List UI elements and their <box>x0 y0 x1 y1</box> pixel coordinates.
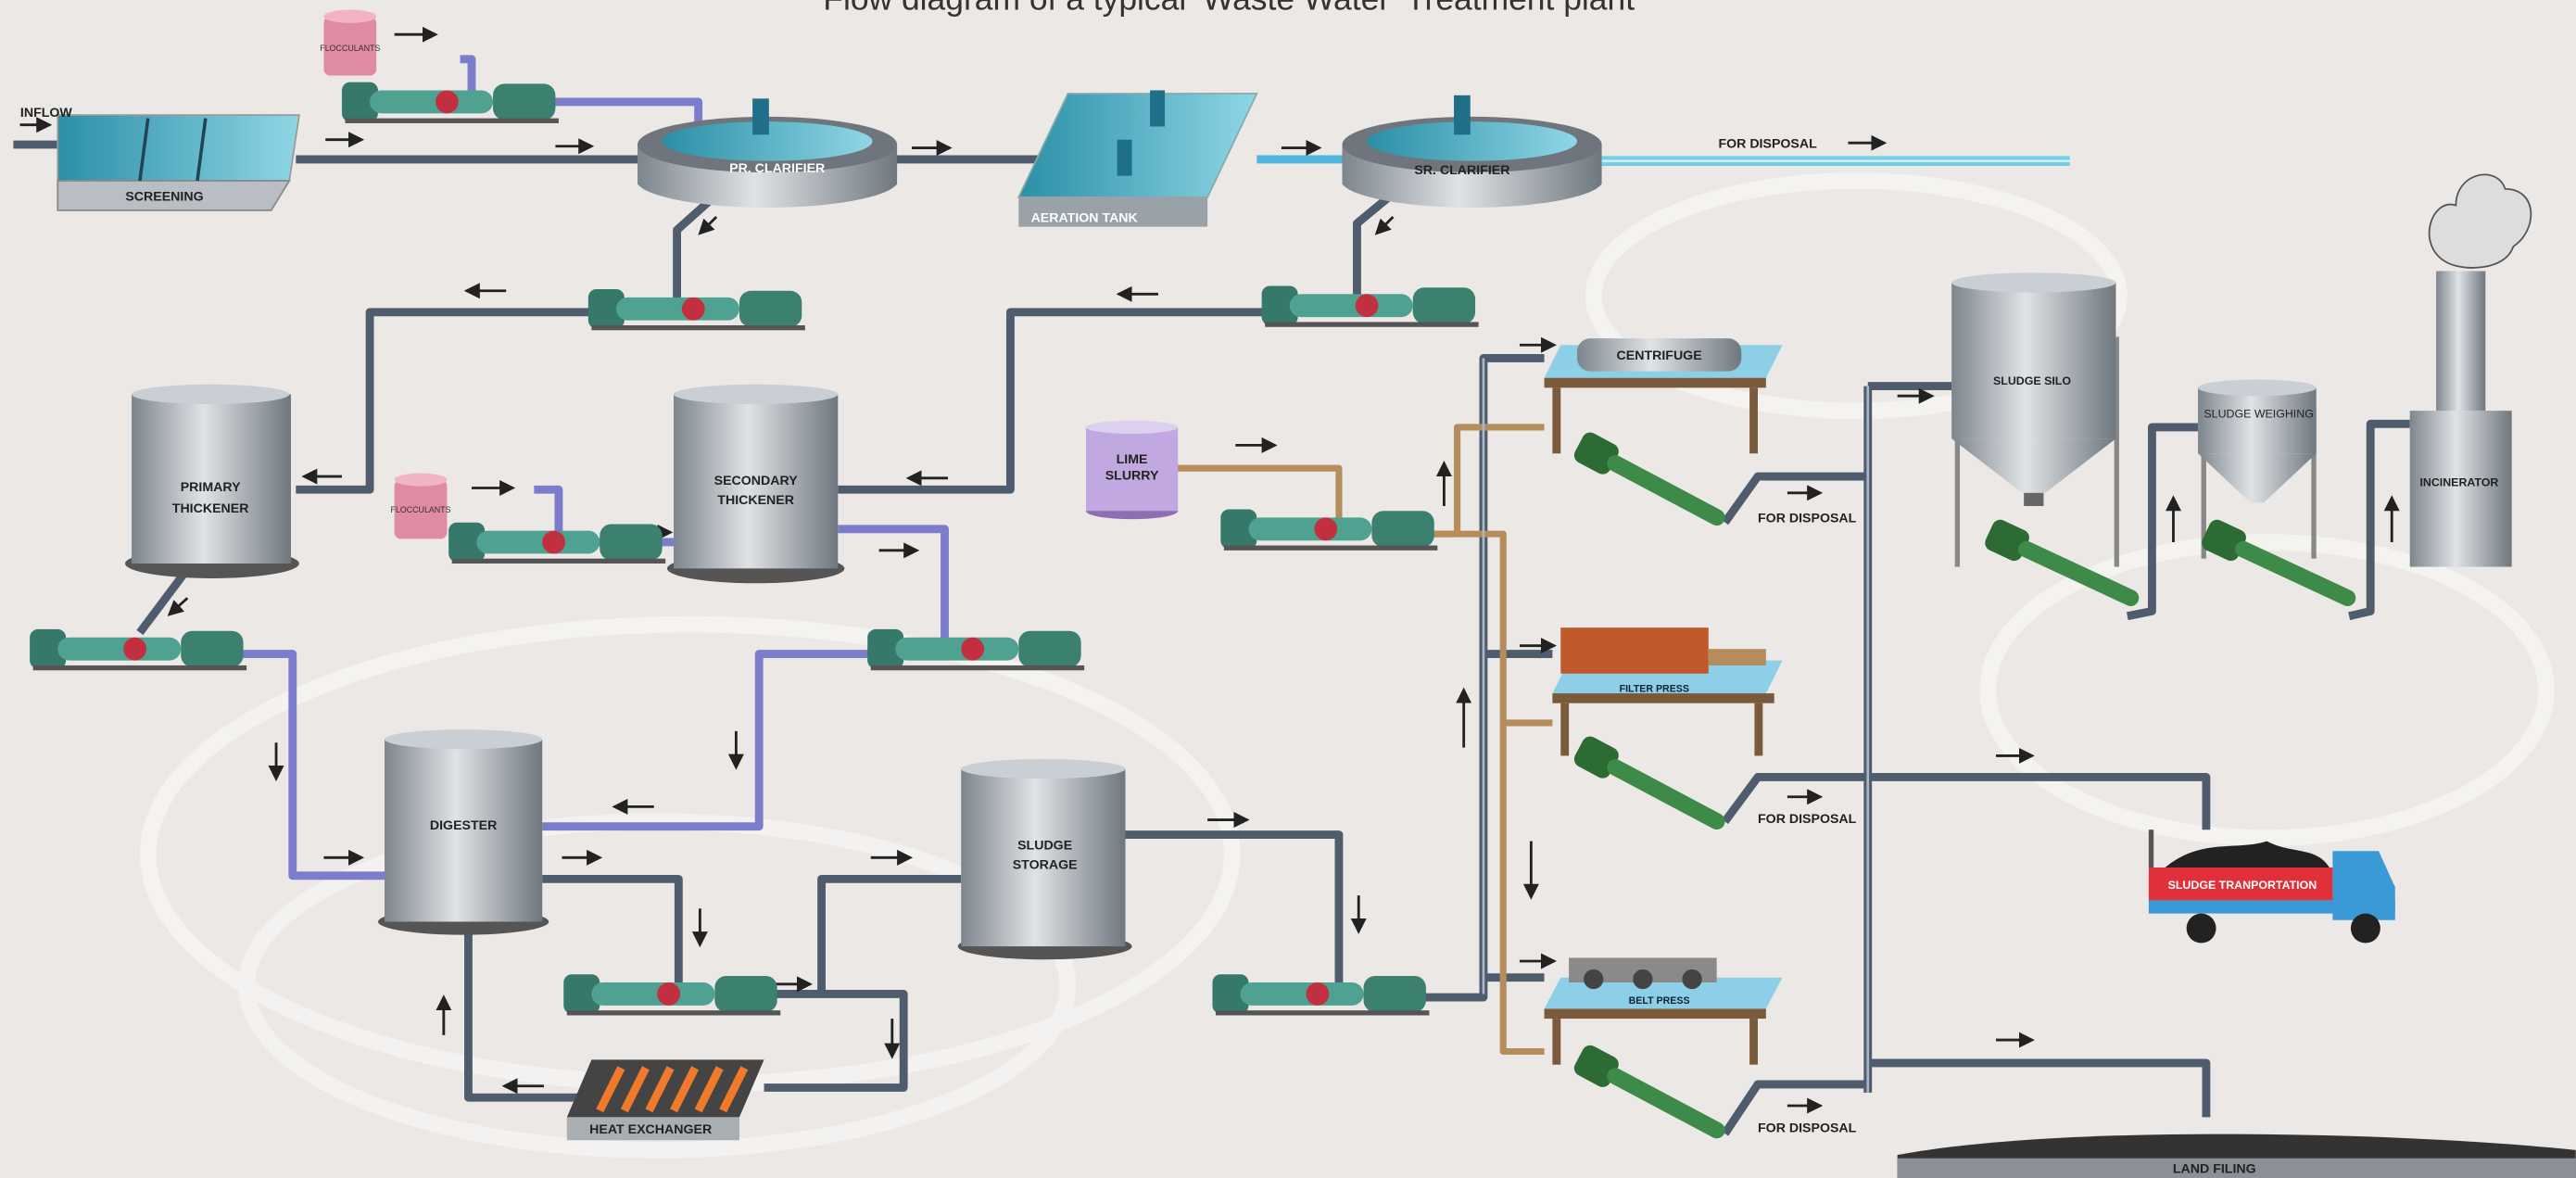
title: Flow diagram of a typical ‘Waste Water’ … <box>823 0 1635 18</box>
label: SLUDGE SILO <box>1993 374 2071 387</box>
label: HEAT EXCHANGER <box>589 1122 712 1137</box>
label: FOR DISPOSAL <box>1758 1121 1857 1135</box>
label: PR. CLARIFIER <box>729 161 825 176</box>
label: CENTRIFUGE <box>1617 348 1702 363</box>
label: FOR DISPOSAL <box>1758 812 1857 827</box>
label: FLOCCULANTS <box>320 44 380 53</box>
label: SLUDGE TRANPORTATION <box>2168 879 2317 892</box>
label: DIGESTER <box>430 818 497 833</box>
diagram: Flow diagram of a typical ‘Waste Water’ … <box>0 0 2576 1178</box>
label: FLOCCULANTS <box>391 505 451 514</box>
label: FILTER PRESS <box>1620 683 1689 694</box>
label: SR. CLARIFIER <box>1414 163 1509 178</box>
label: SLUDGE WEIGHING <box>2203 407 2313 420</box>
label: SCREENING <box>125 189 203 204</box>
label: AERATION TANK <box>1031 210 1139 225</box>
label: INCINERATOR <box>2419 476 2498 489</box>
label: FOR DISPOSAL <box>1718 137 1817 152</box>
label: BELT PRESS <box>1629 995 1690 1007</box>
label: LAND FILING <box>2173 1162 2256 1177</box>
label: INFLOW <box>20 106 73 120</box>
label: FOR DISPOSAL <box>1758 512 1857 526</box>
